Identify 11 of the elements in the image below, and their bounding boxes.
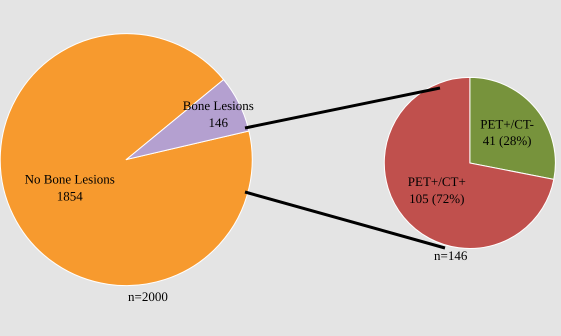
slice-label: PET+/CT- (480, 116, 534, 132)
data-label: 41 (28%) (482, 133, 532, 148)
data-label: 146 (208, 115, 229, 130)
text: n=2000 (128, 289, 168, 304)
text: n=146 (434, 248, 468, 263)
data-label: 105 (72%) (409, 191, 464, 206)
slice-label: No Bone Lesions (24, 172, 115, 187)
pie-slice (0, 33, 253, 286)
data-label: 1854 (56, 188, 84, 204)
pie-slice (384, 76, 554, 249)
slice-label: PET+/CT+ (408, 174, 466, 190)
